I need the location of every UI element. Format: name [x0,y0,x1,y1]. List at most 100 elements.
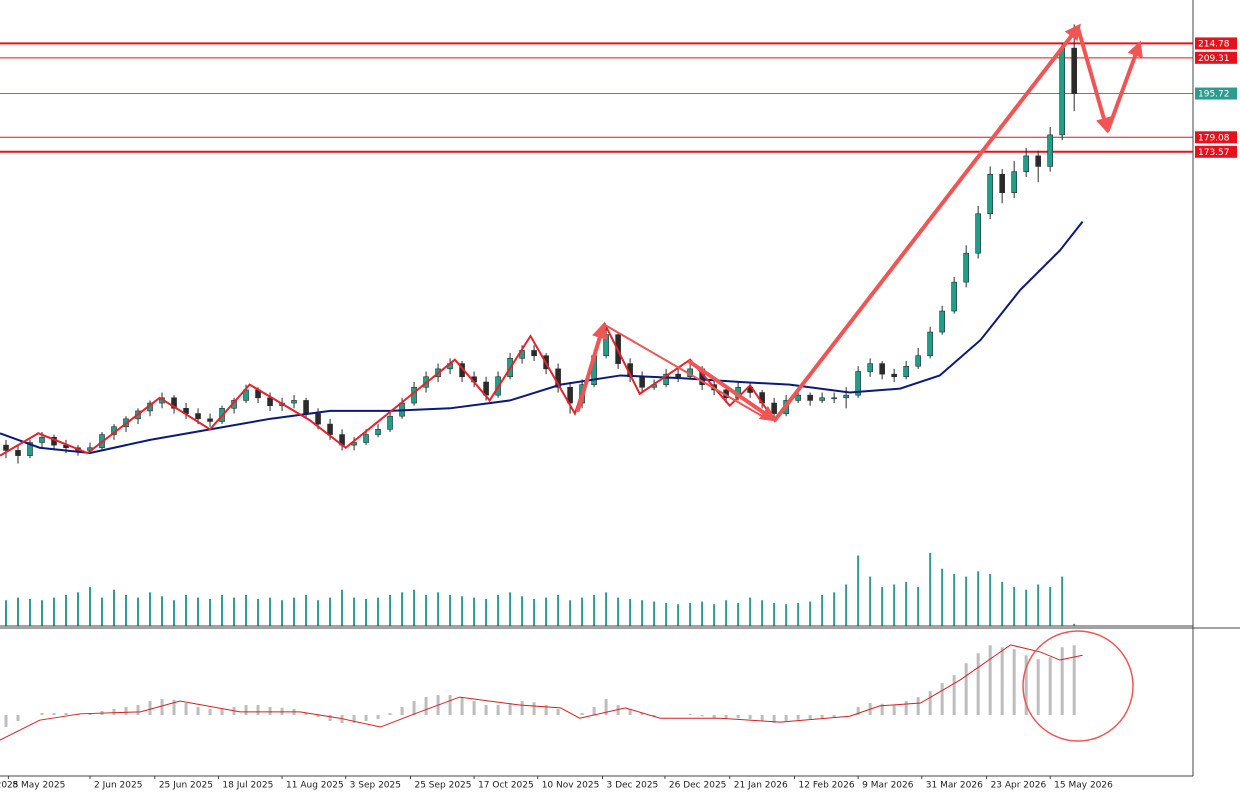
candle-body [855,371,861,396]
histogram-bar [424,697,428,716]
volume-bar [161,596,164,626]
histogram-bar [172,699,176,716]
volume-bar [113,589,116,626]
x-tick-label: 12 Feb 2026 [799,781,855,791]
histogram-bar [544,705,548,716]
volume-bar [677,604,680,626]
volume-bar [845,584,848,626]
volume-bar [881,587,884,626]
histogram-bar [736,715,740,719]
moving-average [0,221,1084,455]
candle-body [939,310,945,333]
volume-bar [833,592,836,626]
volume-bar [401,592,404,626]
candle-body [927,331,933,357]
price-level-label: 214.78 [1198,39,1230,49]
histogram-bar [1048,657,1052,716]
volume-bar [581,597,584,626]
histogram-bar [352,715,356,723]
histogram-bar [412,701,416,716]
volume-bar [977,571,980,626]
histogram-bar [388,713,392,716]
candle-body [375,429,381,435]
candle-body [951,281,957,312]
arrow-line [604,324,763,417]
volume-bar [953,573,956,626]
volume-bar [629,598,632,626]
histogram-bar [1024,655,1028,716]
histogram-bar [1000,647,1004,716]
histogram-bar [976,653,980,716]
arrow [773,23,1081,422]
histogram-bar [484,705,488,716]
candle-body [999,174,1005,194]
histogram-bar [820,715,824,719]
volume-bar [185,594,188,626]
candle-body [639,376,645,388]
volume-bar [389,594,392,626]
volume-bar [929,552,932,626]
candle-body [819,397,825,401]
candle-body [171,397,177,409]
histogram-bar [628,709,632,716]
volume-bar [269,597,272,626]
histogram-bar [40,713,44,716]
volume-bar [869,576,872,626]
candle-body [867,363,873,372]
x-tick-label: 23 Apr 2026 [991,781,1047,791]
volume-bar [221,594,224,626]
volume-bar [65,594,68,626]
volume-bar [209,598,212,626]
histogram-bar [904,701,908,716]
histogram-bar [940,683,944,716]
histogram-bar [760,715,764,721]
x-tick-label: 9 Mar 2026 [862,781,914,791]
candle-body [387,415,393,430]
volume-bar [965,576,968,626]
volume-bar [557,594,560,626]
volume-bar [773,602,776,626]
x-tick-label: 18 Jul 2025 [222,781,273,791]
histogram-bar [592,707,596,716]
candle-body [267,397,273,406]
histogram-bar [256,705,260,716]
x-tick-label: 15 May 2026 [1054,781,1113,791]
candle-body [963,252,969,283]
histogram-bar [616,705,620,716]
histogram-bar [268,707,272,716]
volume-bar [101,597,104,626]
volume-bar [437,592,440,626]
volume-bar [893,584,896,626]
volume-bar [149,592,152,626]
volume-bar [641,600,644,626]
candle-body [291,400,297,404]
candle-body [843,394,849,399]
candle-body [903,365,909,378]
volume-bar [533,598,536,626]
histogram-bar [364,715,368,721]
volume-bar [605,592,608,626]
histogram-bar [244,705,248,716]
histogram-bar [52,713,56,716]
candle-body [771,402,777,414]
candle-body [3,444,9,451]
histogram-bar [448,695,452,716]
arrow [1076,26,1112,134]
x-tick-label: 10 Nov 2025 [542,781,600,791]
candle-body [195,413,201,420]
volume-bar [857,555,860,626]
volume-bar [461,596,464,626]
volume-bar [749,597,752,626]
histogram-bar [832,715,836,717]
histogram-bar [136,705,140,716]
volume-bar [569,600,572,626]
histogram-bar [88,713,92,716]
candle-body [831,397,837,400]
histogram-bar [328,715,332,721]
histogram-bar [988,645,992,716]
x-tick-label: 25 Sep 2025 [414,781,471,791]
candle-body [1011,171,1017,194]
signal-line [0,644,1083,741]
volume-bar [377,597,380,626]
